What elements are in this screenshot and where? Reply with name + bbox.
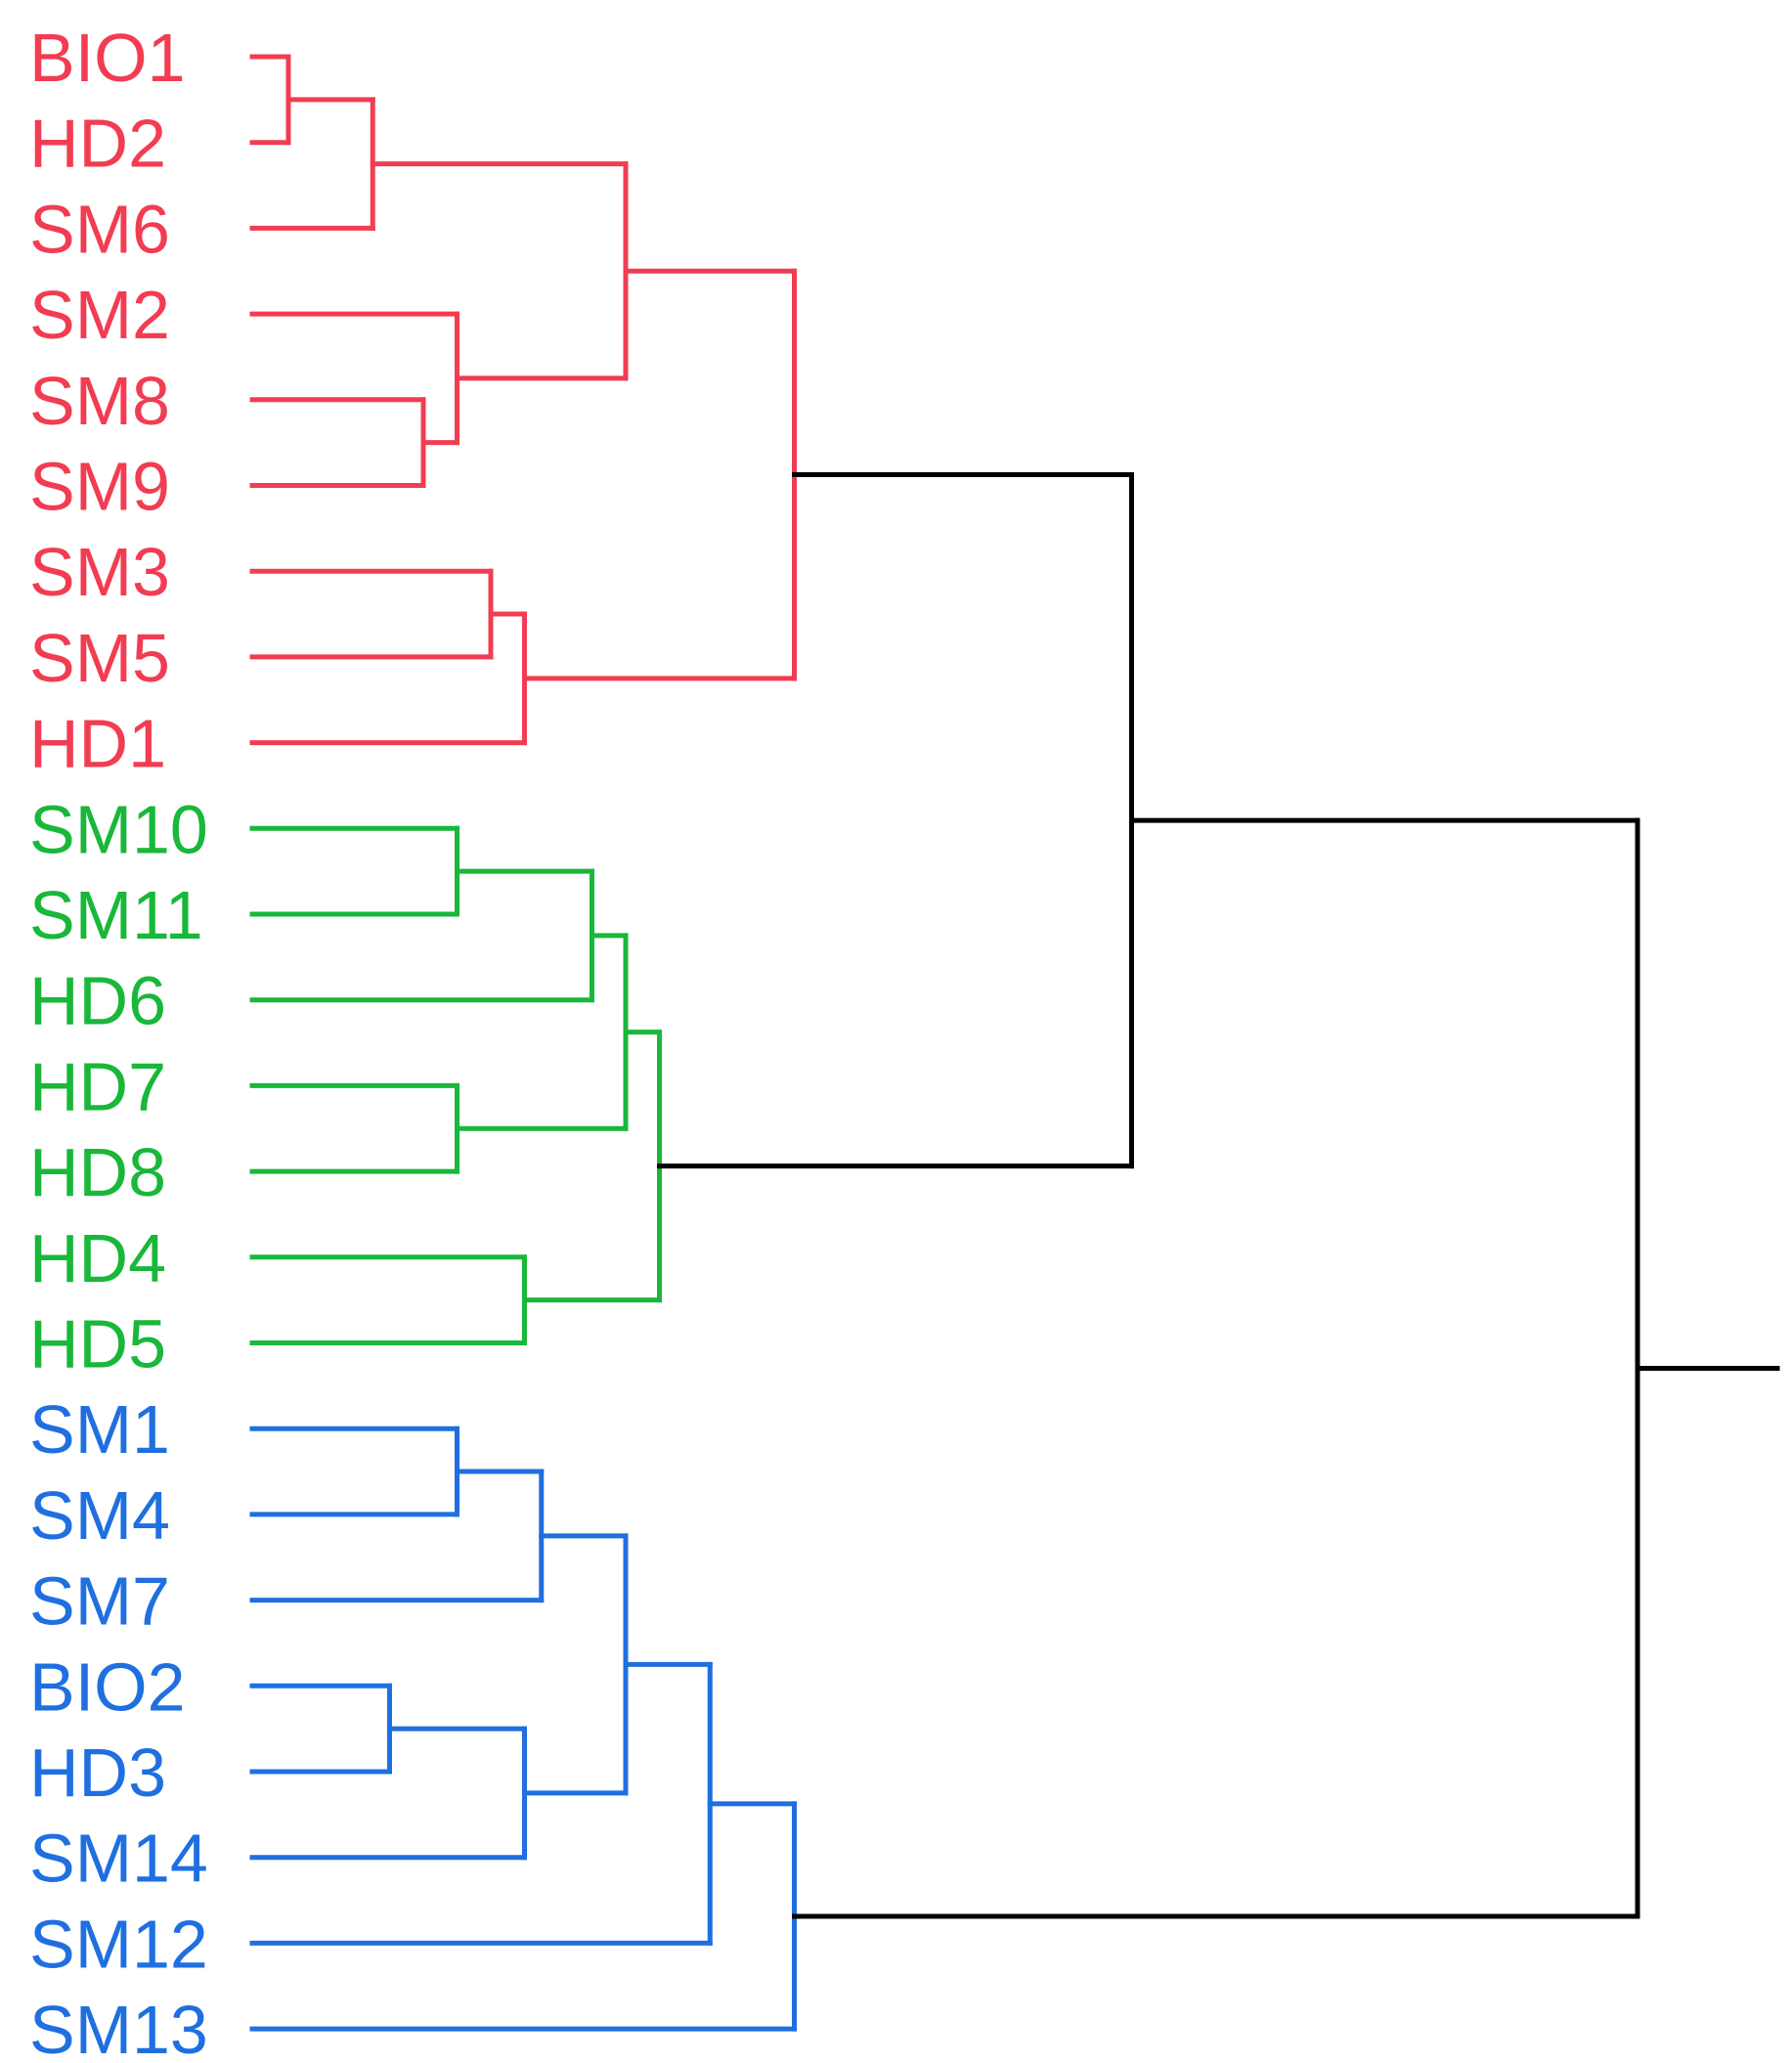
leaf-label: HD5	[29, 1306, 166, 1383]
leaf-label: HD4	[29, 1220, 166, 1296]
leaf-label: SM8	[29, 363, 170, 439]
leaf-label: HD2	[29, 106, 166, 182]
leaf-label: BIO2	[29, 1648, 186, 1725]
leaf-label: SM4	[29, 1477, 170, 1554]
leaf-label: HD3	[29, 1734, 166, 1811]
leaf-label: SM10	[29, 791, 208, 867]
leaf-label: SM2	[29, 277, 170, 353]
leaf-label: SM14	[29, 1821, 208, 1897]
leaf-label: HD6	[29, 963, 166, 1039]
leaf-label: SM12	[29, 1906, 208, 1982]
leaf-label: SM9	[29, 449, 170, 525]
leaf-label: BIO1	[29, 20, 186, 96]
leaf-label: HD1	[29, 706, 166, 782]
leaf-label: SM7	[29, 1563, 170, 1640]
leaf-label: SM1	[29, 1391, 170, 1468]
leaf-label: SM6	[29, 191, 170, 267]
leaf-label: SM11	[29, 877, 203, 953]
leaf-label: HD8	[29, 1134, 166, 1210]
leaf-label: SM3	[29, 534, 170, 610]
leaf-label: HD7	[29, 1048, 166, 1124]
leaf-labels: BIO1 HD2 SM6 SM2 SM8 SM9 SM3 SM5 HD1 SM10 SM11 HD6 H…	[29, 20, 208, 2063]
leaf-label: SM5	[29, 620, 170, 696]
dendrogram-branches	[249, 54, 1780, 2032]
leaf-label: SM13	[29, 1992, 208, 2063]
